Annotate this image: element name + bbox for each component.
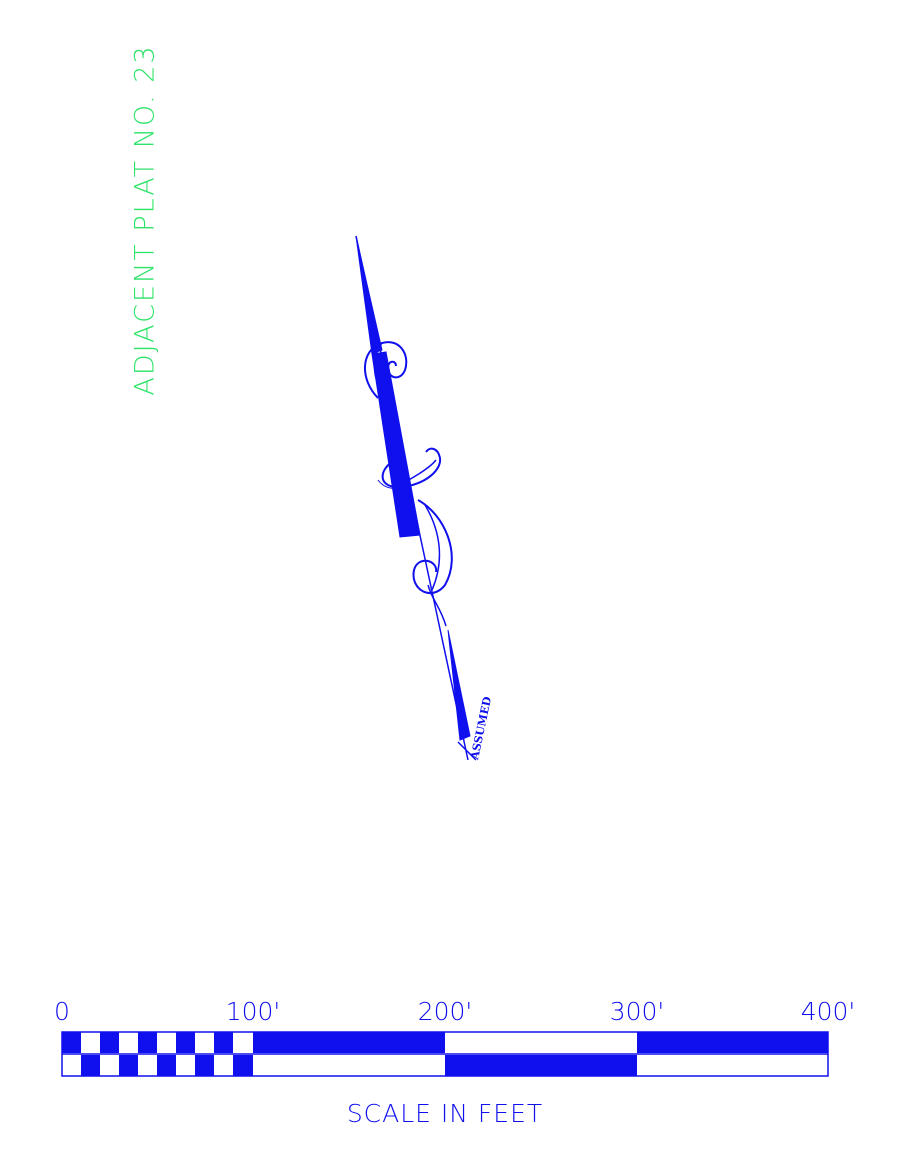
scale-tick-0: 0 xyxy=(54,997,70,1026)
north-arrow-label: ASSUMED xyxy=(468,695,494,762)
scale-bar: 0 100' 200' 300' 400' SCALE IN FEET xyxy=(54,997,855,1128)
scale-tick-400: 400' xyxy=(801,997,856,1026)
scale-checker xyxy=(62,1032,828,1076)
scale-tick-200: 200' xyxy=(418,997,473,1026)
scale-tick-300: 300' xyxy=(610,997,665,1026)
scale-tick-100: 100' xyxy=(226,997,281,1026)
scale-title: SCALE IN FEET xyxy=(347,1099,543,1128)
north-arrow-icon xyxy=(355,235,477,761)
